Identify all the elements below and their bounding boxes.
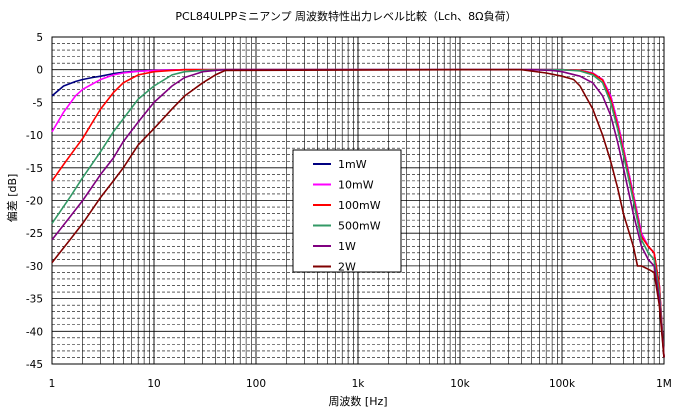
legend-box — [292, 149, 402, 273]
x-tick-label: 1k — [352, 378, 366, 390]
y-tick-label: -40 — [26, 326, 43, 338]
y-tick-label: -20 — [26, 196, 43, 208]
tick-labels: 5 0 -5 -10 -15 -20 -25 -30 -35 -40 -45 1 10 100 1k 10k 1… — [26, 32, 672, 390]
legend-label: 1mW — [338, 158, 367, 171]
legend-label: 1W — [338, 240, 356, 253]
y-tick-label: 0 — [36, 65, 43, 77]
y-tick-label: -5 — [33, 97, 43, 109]
plot-frame — [51, 36, 665, 365]
y-tick-label: -35 — [26, 294, 43, 306]
x-tick-label: 1 — [49, 378, 56, 390]
series-line-1W — [51, 68, 665, 358]
x-tick-label: 1M — [656, 378, 672, 390]
y-tick-label: 5 — [36, 32, 43, 44]
y-tick-label: -30 — [26, 261, 43, 273]
legend-label: 100mW — [338, 199, 381, 212]
y-tick-label: -45 — [26, 359, 43, 371]
y-tick-label: -25 — [26, 228, 43, 240]
legend-label: 2W — [338, 261, 356, 274]
series-lines — [51, 68, 665, 358]
x-tick-label: 100k — [549, 378, 576, 390]
y-tick-label: -10 — [26, 130, 43, 142]
legend-label: 500mW — [338, 220, 381, 233]
y-tick-label: -15 — [26, 163, 43, 175]
x-tick-label: 100 — [246, 378, 266, 390]
x-tick-label: 10k — [450, 378, 470, 390]
legend-label: 10mW — [338, 179, 374, 192]
y-axis-label: 偏差 [dB] — [5, 174, 19, 223]
series-line-2W — [51, 68, 665, 358]
chart-title: PCL84ULPPミニアンプ 周波数特性出力レベル比較（Lch、8Ω負荷） — [175, 9, 516, 23]
legend: 1mW 10mW 100mW 500mW 1W 2W — [292, 149, 402, 274]
x-axis-label: 周波数 [Hz] — [328, 395, 387, 408]
x-tick-label: 10 — [147, 378, 160, 390]
